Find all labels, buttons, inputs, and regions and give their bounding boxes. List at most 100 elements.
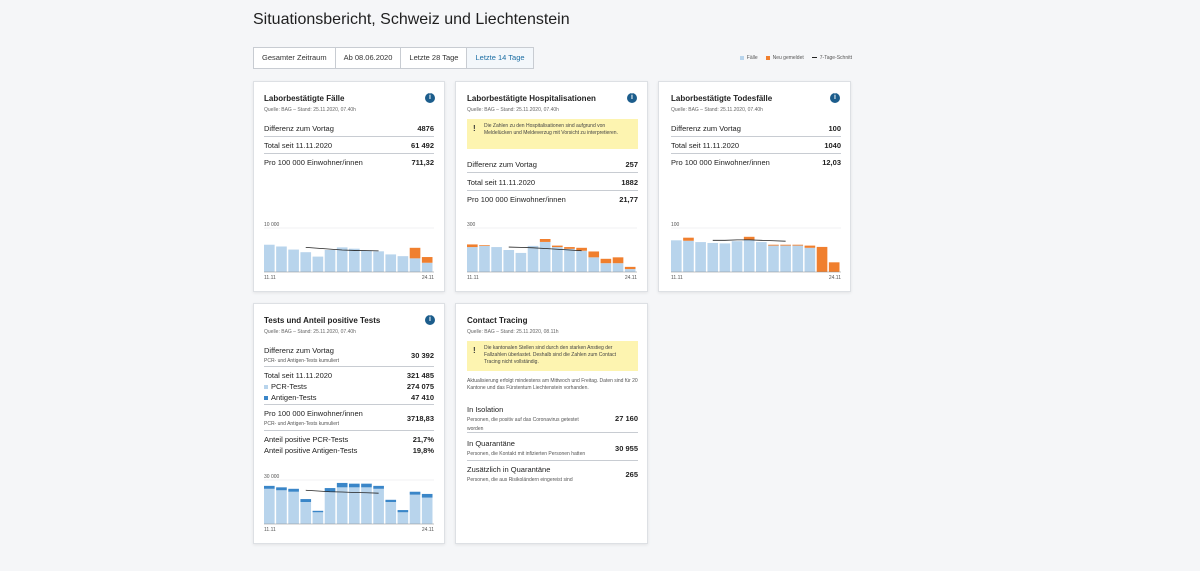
avg-line xyxy=(508,246,582,252)
exclamation-icon: ! xyxy=(473,124,476,133)
divider xyxy=(671,136,841,137)
bar-cases xyxy=(264,488,275,524)
avg-line xyxy=(712,239,786,242)
bar-cases xyxy=(349,248,360,272)
bar-cases xyxy=(588,257,600,272)
avg-line xyxy=(305,489,379,494)
bar-new-reported xyxy=(361,483,372,488)
bar-cases xyxy=(804,247,816,272)
bar-new-reported xyxy=(539,239,551,242)
row-positive-pcr: Anteil positive PCR-Tests 21,7% xyxy=(264,435,434,444)
legend-swatch-icon xyxy=(765,55,770,60)
card-hospitalisationen: Laborbestätigte Hospitalisationen Quelle… xyxy=(455,81,648,292)
exclamation-icon: ! xyxy=(473,346,476,355)
row-pro-100000: Pro 100 000 Einwohner/innen 711,32 xyxy=(264,158,434,167)
bar-new-reported xyxy=(804,245,816,248)
tab-gesamter-zeitraum[interactable]: Gesamter Zeitraum xyxy=(254,48,336,68)
page-title: Situationsbericht, Schweiz und Liechtens… xyxy=(253,11,570,28)
bar-new-reported xyxy=(421,257,433,263)
bar-cases xyxy=(336,487,348,524)
tab-letzte-14-tage[interactable]: Letzte 14 Tage xyxy=(467,48,533,68)
bar-cases xyxy=(264,244,275,272)
bar-cases xyxy=(312,256,324,272)
bar-cases xyxy=(707,242,719,272)
bar-cases xyxy=(612,263,624,272)
tab-ab-08-06-2020[interactable]: Ab 08.06.2020 xyxy=(336,48,402,68)
legend-item-neu: Neu gemeldet xyxy=(765,55,804,61)
bar-new-reported xyxy=(336,482,348,488)
bar-cases xyxy=(539,241,551,272)
x-end-label: 24.11 xyxy=(829,275,841,281)
info-icon[interactable]: i xyxy=(830,93,840,103)
bar-cases xyxy=(756,242,767,272)
bar-new-reported xyxy=(768,244,779,246)
divider xyxy=(264,366,434,367)
bar-cases xyxy=(324,491,336,524)
bar-cases xyxy=(300,502,312,524)
bar-cases xyxy=(792,245,804,272)
bar-cases xyxy=(731,241,743,272)
bar-new-reported xyxy=(373,485,384,489)
bar-new-reported xyxy=(564,247,575,249)
bar-new-reported xyxy=(552,245,563,248)
bar-new-reported xyxy=(683,237,694,241)
bar-new-reported xyxy=(409,491,421,495)
card-title: Laborbestätigte Todesfälle xyxy=(671,94,773,103)
bar-cases xyxy=(515,252,527,272)
bar-cases xyxy=(361,487,372,524)
info-icon[interactable]: i xyxy=(425,315,435,325)
bar-cases xyxy=(780,245,791,272)
period-tabs: Gesamter Zeitraum Ab 08.06.2020 Letzte 2… xyxy=(253,47,534,69)
bar-cases xyxy=(683,240,694,272)
divider xyxy=(467,432,638,433)
bar-new-reported xyxy=(421,493,433,498)
x-start-label: 11.11 xyxy=(467,275,479,281)
row-quarantaene: In Quarantäne Personen, die Kontakt mit i… xyxy=(467,439,638,457)
bar-cases xyxy=(397,256,409,272)
card-faelle: Laborbestätigte Fälle Quelle: BAG – Stan… xyxy=(253,81,445,292)
bar-new-reported xyxy=(409,247,421,259)
info-icon[interactable]: i xyxy=(627,93,637,103)
antigen-swatch-icon xyxy=(264,396,268,401)
bar-new-reported xyxy=(264,485,275,489)
bar-cases xyxy=(552,247,563,272)
row-pro-100000: Pro 100 000 Einwohner/innen 12,03 xyxy=(671,158,841,167)
bar-cases xyxy=(479,245,490,272)
bar-new-reported xyxy=(624,266,636,270)
bar-new-reported xyxy=(828,262,840,272)
x-start-label: 11.11 xyxy=(264,275,276,281)
divider xyxy=(264,404,434,405)
divider xyxy=(264,136,434,137)
row-differenz: Differenz zum Vortag PCR- und Antigen-Tes… xyxy=(264,346,434,364)
x-end-label: 24.11 xyxy=(422,275,434,281)
legend-swatch-icon xyxy=(739,55,744,60)
bar-cases xyxy=(527,245,539,272)
divider xyxy=(467,190,638,191)
card-title: Laborbestätigte Fälle xyxy=(264,94,345,103)
info-icon[interactable]: i xyxy=(425,93,435,103)
bar-cases xyxy=(491,247,502,272)
bar-cases xyxy=(409,258,421,272)
row-isolation: In Isolation Personen, die positiv auf da… xyxy=(467,405,638,432)
y-max-label: 300 xyxy=(467,222,476,228)
chart-todesfaelle: 100 11.11 24.11 xyxy=(671,222,841,281)
bar-cases xyxy=(276,246,287,272)
avg-line xyxy=(305,246,379,252)
tab-letzte-28-tage[interactable]: Letzte 28 Tage xyxy=(401,48,468,68)
bar-cases xyxy=(373,488,384,524)
warning-box: ! Die kantonalen Stellen sind durch den s… xyxy=(467,341,638,371)
bar-new-reported xyxy=(349,483,360,488)
legend-item-schnitt: 7-Tage-Schnitt xyxy=(811,55,852,61)
card-title: Contact Tracing xyxy=(467,316,528,325)
bar-cases xyxy=(312,512,324,524)
bar-cases xyxy=(361,250,372,272)
card-source: Quelle: BAG – Stand: 25.11.2020, 08.11h xyxy=(467,329,559,335)
bar-cases xyxy=(385,502,397,524)
bar-cases xyxy=(768,245,779,272)
card-source: Quelle: BAG – Stand: 25.11.2020, 07.40h xyxy=(467,107,559,113)
bar-cases xyxy=(276,490,287,524)
bar-new-reported xyxy=(385,499,397,502)
divider xyxy=(264,430,434,431)
bar-cases xyxy=(576,250,587,272)
bar-cases xyxy=(503,250,515,272)
